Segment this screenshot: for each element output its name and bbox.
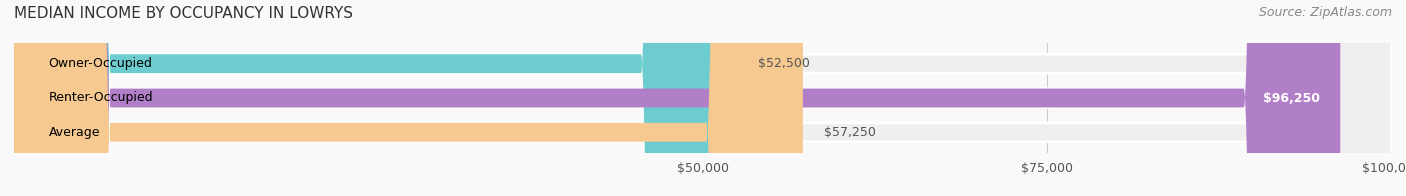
Text: $96,250: $96,250 <box>1263 92 1320 104</box>
Text: Source: ZipAtlas.com: Source: ZipAtlas.com <box>1258 6 1392 19</box>
FancyBboxPatch shape <box>14 0 738 196</box>
FancyBboxPatch shape <box>14 0 1340 196</box>
FancyBboxPatch shape <box>14 0 1392 196</box>
FancyBboxPatch shape <box>14 0 1392 196</box>
Text: Renter-Occupied: Renter-Occupied <box>48 92 153 104</box>
Text: $52,500: $52,500 <box>758 57 810 70</box>
Text: MEDIAN INCOME BY OCCUPANCY IN LOWRYS: MEDIAN INCOME BY OCCUPANCY IN LOWRYS <box>14 6 353 21</box>
FancyBboxPatch shape <box>14 0 1392 196</box>
Text: Owner-Occupied: Owner-Occupied <box>48 57 152 70</box>
Text: $57,250: $57,250 <box>824 126 876 139</box>
FancyBboxPatch shape <box>14 0 803 196</box>
Text: Average: Average <box>48 126 100 139</box>
